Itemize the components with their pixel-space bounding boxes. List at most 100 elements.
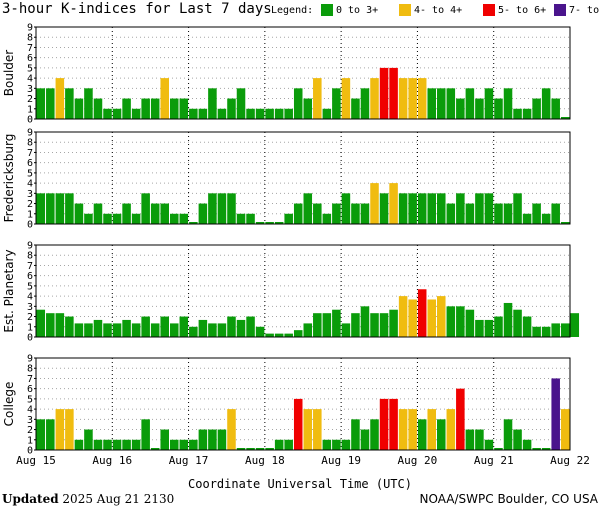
y-tick-label: 7 — [27, 148, 33, 159]
kp-bar — [446, 203, 456, 224]
kp-bar — [122, 98, 131, 119]
y-tick-label: 1 — [27, 322, 33, 333]
y-tick-label: 3 — [27, 84, 33, 95]
x-tick-label: Aug 15 — [16, 454, 56, 467]
x-tick-label: Aug 19 — [321, 454, 361, 467]
kp-bar — [456, 306, 465, 337]
y-tick-label: 0 — [27, 115, 33, 126]
kp-bar — [408, 299, 417, 337]
kp-bar — [541, 326, 551, 337]
kp-bar — [112, 439, 122, 450]
kp-bar — [293, 330, 303, 337]
kp-bar — [246, 213, 255, 224]
kp-bar — [150, 323, 160, 337]
kp-bar — [379, 398, 389, 450]
kp-bar — [475, 193, 484, 224]
kp-bar — [532, 203, 541, 224]
kp-bar — [160, 203, 169, 224]
kp-bar — [227, 98, 236, 119]
kp-bar — [332, 439, 341, 450]
kp-bar — [417, 419, 427, 450]
kp-bar — [389, 398, 398, 450]
kp-bar — [551, 378, 560, 450]
kp-bar — [398, 409, 408, 450]
kp-bar — [303, 323, 313, 337]
kp-bar — [103, 439, 112, 450]
kp-bar — [379, 193, 389, 224]
kp-bar — [408, 78, 417, 119]
kp-bar — [236, 88, 246, 119]
kp-bar — [131, 213, 141, 224]
kp-bar — [265, 222, 274, 224]
kp-bar — [198, 319, 208, 337]
y-tick-label: 4 — [27, 179, 33, 190]
kp-bar — [265, 333, 274, 337]
kp-bar — [532, 326, 541, 337]
kp-bar — [313, 313, 322, 337]
kp-bar — [370, 183, 379, 224]
kp-bar — [465, 429, 475, 450]
kp-bar — [398, 193, 408, 224]
kp-bar — [36, 309, 46, 337]
kp-bar — [65, 88, 74, 119]
kp-bar — [503, 88, 513, 119]
y-tick-label: 2 — [27, 94, 33, 105]
y-axis-label: Fredericksburg — [2, 134, 16, 223]
legend-label: Legend: — [271, 5, 314, 16]
y-tick-label: 0 — [27, 220, 33, 231]
kp-bar — [179, 439, 189, 450]
kp-bar — [427, 299, 436, 337]
kp-bar — [170, 439, 179, 450]
kp-bar — [465, 309, 475, 337]
kp-bar — [141, 419, 150, 450]
kp-bar — [551, 98, 560, 119]
x-tick-label: Aug 21 — [474, 454, 514, 467]
y-tick-label: 6 — [27, 384, 33, 395]
kp-bar — [84, 213, 93, 224]
kp-bar — [570, 313, 580, 337]
y-tick-label: 1 — [27, 435, 33, 446]
kp-bar — [74, 203, 84, 224]
kp-bar — [370, 313, 379, 337]
kp-bar — [484, 439, 494, 450]
kp-bar — [284, 108, 293, 119]
kp-bar — [560, 222, 570, 224]
kp-bar — [179, 316, 189, 337]
kp-bar — [236, 319, 246, 337]
kp-bar — [131, 323, 141, 337]
kp-bar — [398, 296, 408, 337]
y-tick-label: 6 — [27, 53, 33, 64]
kp-bar — [255, 448, 265, 450]
kp-bar — [494, 316, 503, 337]
kp-bar — [313, 203, 322, 224]
kp-bar — [103, 213, 112, 224]
y-axis-label: College — [2, 382, 16, 427]
kp-bar — [417, 289, 427, 337]
kp-bar — [93, 439, 103, 450]
kp-bar — [265, 448, 274, 450]
kp-bar — [332, 203, 341, 224]
kp-bar — [236, 448, 246, 450]
y-tick-label: 8 — [27, 251, 33, 262]
legend-text-active: 4- to 4+ — [414, 5, 463, 16]
kp-bar — [494, 98, 503, 119]
y-tick-label: 5 — [27, 394, 33, 405]
kp-bar — [74, 323, 84, 337]
y-tick-label: 4 — [27, 74, 33, 85]
kp-bar — [122, 439, 131, 450]
kp-bar — [150, 448, 160, 450]
kp-bar — [46, 193, 55, 224]
kp-bar — [437, 88, 446, 119]
kp-bar — [456, 388, 465, 450]
kp-bar — [322, 439, 332, 450]
kp-bar — [341, 78, 351, 119]
kp-bar — [274, 333, 284, 337]
kp-bar — [46, 419, 55, 450]
kp-bar — [55, 313, 65, 337]
kp-bar — [141, 316, 150, 337]
kp-bar — [141, 98, 150, 119]
kp-bar — [522, 316, 532, 337]
kp-bar — [370, 78, 379, 119]
y-tick-label: 7 — [27, 43, 33, 54]
